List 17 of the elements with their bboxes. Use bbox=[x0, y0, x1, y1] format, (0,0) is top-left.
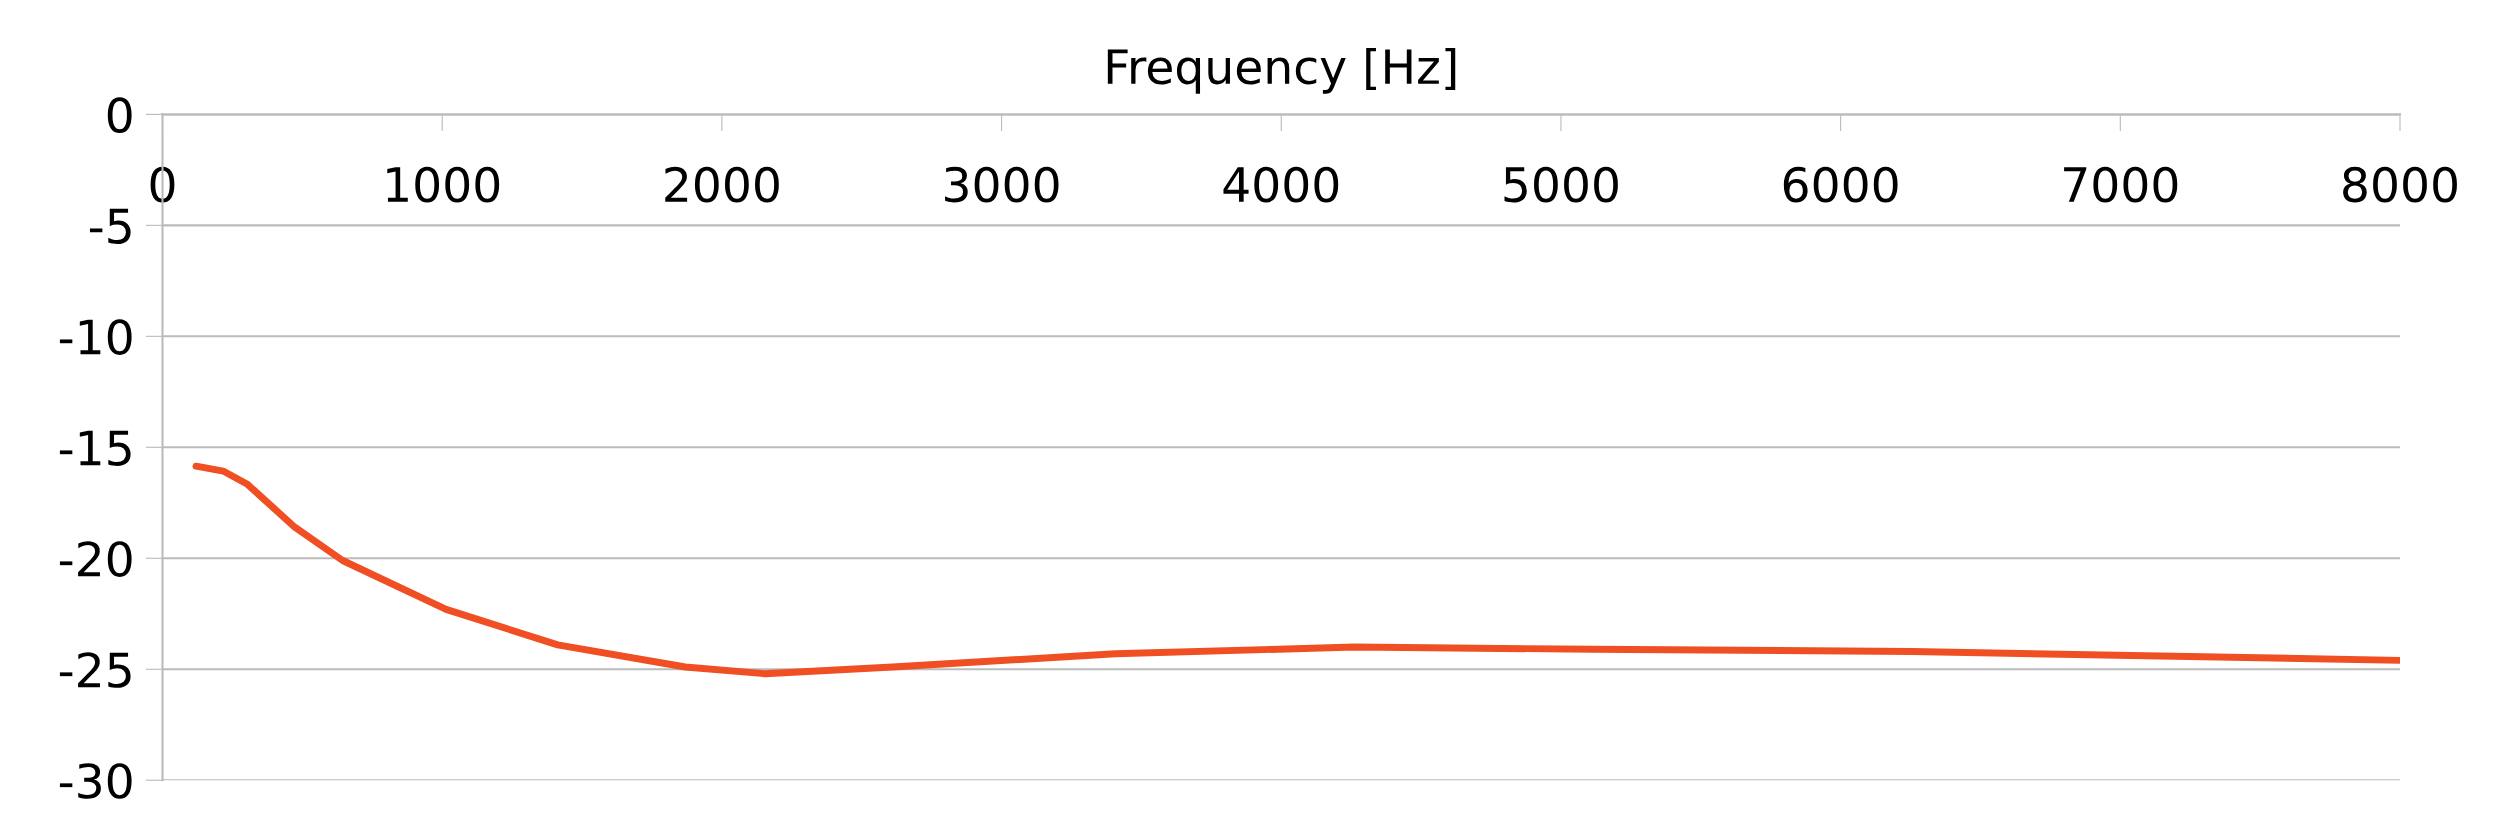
x-tick-label: 7000 bbox=[2064, 166, 2178, 203]
y-tick-label: -30 bbox=[59, 763, 132, 799]
x-tick-label: 6000 bbox=[1783, 166, 1898, 203]
x-tick-label: 0 bbox=[150, 166, 175, 203]
x-tick-label: 1000 bbox=[387, 166, 500, 203]
y-tick-label: -5 bbox=[89, 208, 131, 244]
y-tick-label: -10 bbox=[59, 319, 132, 355]
y-tick-label: 0 bbox=[107, 97, 132, 133]
x-axis-title: Frequency [Hz] bbox=[1107, 47, 1456, 94]
x-tick-label: 3000 bbox=[945, 166, 1059, 203]
y-tick-label: -25 bbox=[59, 652, 131, 688]
x-tick-label: 4000 bbox=[1223, 166, 1339, 203]
x-tick-label: 5000 bbox=[1504, 166, 1618, 203]
x-tick-label: 8000 bbox=[2343, 166, 2457, 203]
y-tick-label: -15 bbox=[59, 430, 131, 466]
y-tick-label: -20 bbox=[59, 541, 132, 577]
x-tick-label: 2000 bbox=[665, 166, 779, 203]
